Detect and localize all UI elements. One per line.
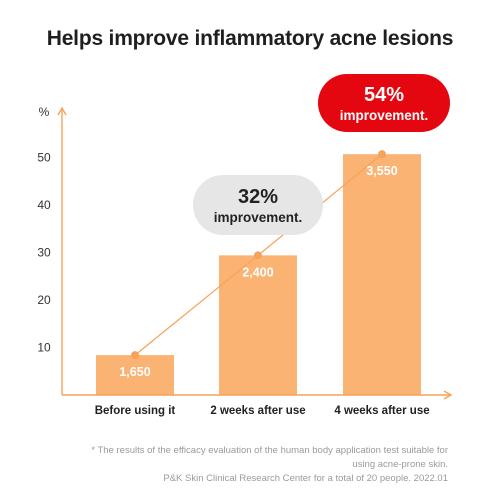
footnote-line-3: P&K Skin Clinical Research Center for a … bbox=[163, 473, 448, 484]
y-tick-30: 30 bbox=[37, 246, 51, 260]
trend-point-2 bbox=[378, 150, 386, 159]
data-label-1: 2,400 bbox=[242, 265, 273, 279]
annotation-text-1: improvement. bbox=[340, 108, 429, 123]
y-axis-arrow bbox=[57, 106, 67, 116]
bar-0 bbox=[96, 355, 174, 395]
x-tick-label-1: 2 weeks after use bbox=[210, 405, 305, 417]
x-tick-label-0: Before using it bbox=[95, 405, 176, 417]
annotation-bubble-1 bbox=[318, 74, 450, 132]
annotation-bubble-0 bbox=[193, 175, 323, 235]
bar-1 bbox=[219, 255, 297, 395]
trend-point-0 bbox=[131, 351, 139, 360]
chart-title: Helps improve inflammatory acne lesions bbox=[46, 27, 454, 50]
footnote: * The results of the efficacy evaluation… bbox=[18, 444, 448, 486]
footnote-line-1: * The results of the efficacy evaluation… bbox=[91, 445, 448, 456]
annotation-value-1: 54% bbox=[364, 84, 404, 106]
annotation-value-0: 32% bbox=[238, 186, 278, 208]
bar-2 bbox=[343, 154, 421, 395]
data-label-0: 1,650 bbox=[119, 365, 150, 379]
data-label-2: 3,550 bbox=[366, 164, 397, 178]
trend-point-1 bbox=[254, 251, 262, 260]
footnote-line-2: using acne-prone skin. bbox=[352, 459, 448, 470]
y-tick-10: 10 bbox=[37, 341, 51, 355]
x-axis-arrow bbox=[443, 390, 453, 400]
y-tick-40: 40 bbox=[37, 198, 51, 212]
y-axis-label: % bbox=[39, 105, 50, 119]
y-tick-50: 50 bbox=[37, 151, 51, 165]
x-tick-label-2: 4 weeks after use bbox=[334, 405, 429, 417]
y-tick-20: 20 bbox=[37, 293, 51, 307]
annotation-text-0: improvement. bbox=[214, 210, 303, 225]
